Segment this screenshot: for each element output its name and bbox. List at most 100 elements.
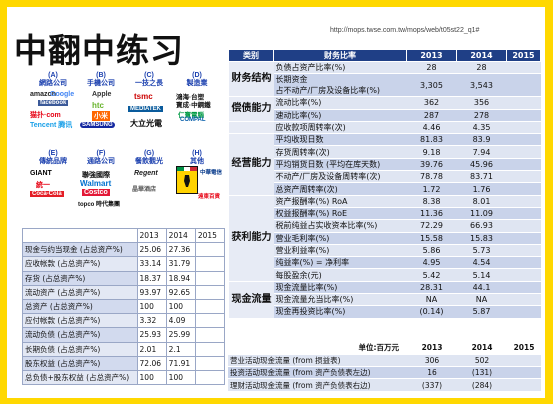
category-b: (B) 手機公司 (87, 72, 115, 87)
logo-foxconn-fpc: 鴻海·台塑 (176, 94, 205, 101)
table-row: 投资活动现金流量 (from 资产负债表左边) 16 (131) (228, 366, 541, 380)
row-label: 长期资金 占不动产/厂房及设备比率(%) (273, 73, 407, 98)
table-row: 存货 (占总资产%) 18.37 18.94 (22, 270, 226, 286)
logo-synnex: 聯強國際 (82, 172, 110, 179)
cell-2015 (194, 284, 226, 300)
header-2013: 2013 (407, 342, 457, 355)
table-row: 总资产 (占总资产%) 100 100 (22, 298, 226, 315)
logo-amazon: amazon (30, 91, 57, 98)
cell-2013: 4.95 (406, 256, 457, 270)
table-row: 偿债能力 流动比率(%) 362 356 (228, 96, 541, 122)
cell-2013: 100 (136, 298, 167, 315)
logo-regent: Regent (134, 170, 158, 177)
cell-2014: 25.99 (165, 327, 196, 343)
row-label: 营业毛利率(%) (273, 232, 407, 245)
cell-2015 (194, 355, 226, 371)
cell-2013: 11.36 (406, 207, 457, 221)
cell-2014: (131) (457, 366, 507, 380)
row-label: 总资产周转率(次) (273, 182, 407, 196)
table-row: 应收款项周转率(次) 4.46 4.35 (228, 121, 541, 135)
cell-2014: 4.35 (456, 121, 507, 135)
group-label: 偿债能力 (228, 96, 274, 122)
logo-tsmc: tsmc (134, 92, 153, 101)
row-label: 应收款项周转率(次) (273, 121, 407, 135)
yellow-border-left (0, 0, 7, 404)
table-row: 现金再投资比率(%) (0.14) 5.87 (229, 305, 541, 319)
row-label: 总负债+股东权益 (占总资产%) (22, 369, 138, 386)
logo-apple: Apple (92, 91, 112, 98)
cell-2013: 362 (406, 96, 457, 110)
cell-2014: 44.1 (456, 281, 507, 295)
category-g: (G) 餐飲觀光 (135, 150, 163, 165)
cell-2014: 71.91 (165, 355, 196, 371)
header-2014: 2014 (457, 342, 507, 355)
yellow-border-bottom (0, 398, 553, 404)
table-header-row: 类别 财务比率 2013 2014 2015 (228, 49, 541, 62)
cell-2015 (506, 96, 541, 110)
cell-2014: 100 (165, 369, 196, 386)
cell-2014: 2.1 (165, 341, 196, 357)
cell-2013: 9.18 (406, 145, 457, 159)
category-f: (F) 通路公司 (87, 150, 115, 165)
row-label: 资产报酬率(%) RoA (273, 195, 407, 208)
group-label: 获利能力 (228, 195, 274, 282)
cell-2015 (506, 158, 541, 172)
row-label: 税前纯益占实收资本比率(%) (273, 219, 407, 233)
cell-2014: 66.93 (456, 219, 507, 233)
row-label: 应收帐款 (占总资产%) (22, 256, 138, 272)
row-label: 应付帐款 (占总资产%) (22, 313, 138, 329)
cell-2015 (506, 195, 541, 208)
cell-2015 (506, 293, 541, 307)
row-label: 不动产/厂房及设备周转率(次) (273, 170, 407, 184)
cell-2013: 5.86 (406, 244, 457, 258)
header-cell: 2014 (165, 227, 196, 244)
logo-htc: htc (92, 101, 104, 110)
cell-2014: 8.01 (456, 195, 507, 208)
logo-giant: GIANT (30, 170, 52, 177)
table-row: 速动比率(%) 287 278 (229, 109, 541, 122)
category-d: (D) 製造業 (186, 72, 208, 87)
cell-2015 (506, 281, 541, 295)
cell-2013: 93.97 (136, 284, 167, 300)
cell-2015 (506, 207, 541, 221)
cell-2013: 72.29 (406, 219, 457, 233)
cell-2013: 4.46 (406, 121, 457, 135)
logo-mediatek: MEDIATEK (128, 106, 163, 112)
table-row: 长期负债 (占总资产%) 2.01 2.1 (22, 341, 226, 357)
logo-pou-chen-csc: 寶成·中鋼鐵 (176, 102, 211, 109)
cell-2015 (506, 121, 541, 135)
cell-2013: 18.37 (136, 270, 167, 286)
cell-2014: 27.36 (165, 242, 196, 258)
cell-2015 (506, 109, 541, 122)
cell-2013: 15.58 (406, 232, 457, 245)
logo-compal-cn: 仁寶電腦 (178, 112, 204, 119)
cell-2015 (507, 366, 541, 380)
group-label: 现金流量 (228, 281, 274, 319)
page-title: 中翻中练习 (14, 31, 184, 70)
row-label: 纯益率(%) = 净利率 (273, 256, 407, 270)
table-row: 理财活动现金流量 (from 资产负债表右边) (337) (284) (228, 378, 541, 392)
logo-chunghwa: 中華電信 (200, 170, 223, 176)
table-row: 获利能力 资产报酬率(%) RoA 8.38 8.01 (228, 195, 541, 282)
cell-2014: 92.65 (165, 284, 196, 300)
logo-tencent: Tencent 腾讯 (30, 122, 73, 129)
header-cell (22, 227, 138, 244)
logo-costco: Costco (82, 189, 110, 196)
logo-fareastern: 遠東百貨 (198, 194, 221, 200)
table-row: 总负债+股东权益 (占总资产%) 100 100 (22, 369, 226, 386)
row-label: 平均销货日数 (平均在库天数) (273, 158, 407, 172)
cell-2014: 45.96 (456, 158, 507, 172)
logo-coca-cola: Coca-Cola (30, 191, 64, 197)
table-row: 现金流量允当比率(%) NA NA (229, 293, 541, 307)
cell-2013: 100 (136, 369, 167, 386)
cell-2013: 72.06 (136, 355, 167, 371)
cell-2015 (506, 232, 541, 245)
table-row: 总资产周转率(次) 1.72 1.76 (229, 182, 541, 196)
row-label: 营业活动现金流量 (from 损益表) (228, 354, 407, 368)
source-url[interactable]: http://mops.twse.com.tw/mops/web/t05st22… (330, 27, 480, 34)
cell-2014: 28 (456, 61, 507, 75)
cell-2015 (506, 182, 541, 196)
cell-2014: 83.9 (456, 133, 507, 147)
category-h: (H) 其他 (190, 150, 204, 165)
